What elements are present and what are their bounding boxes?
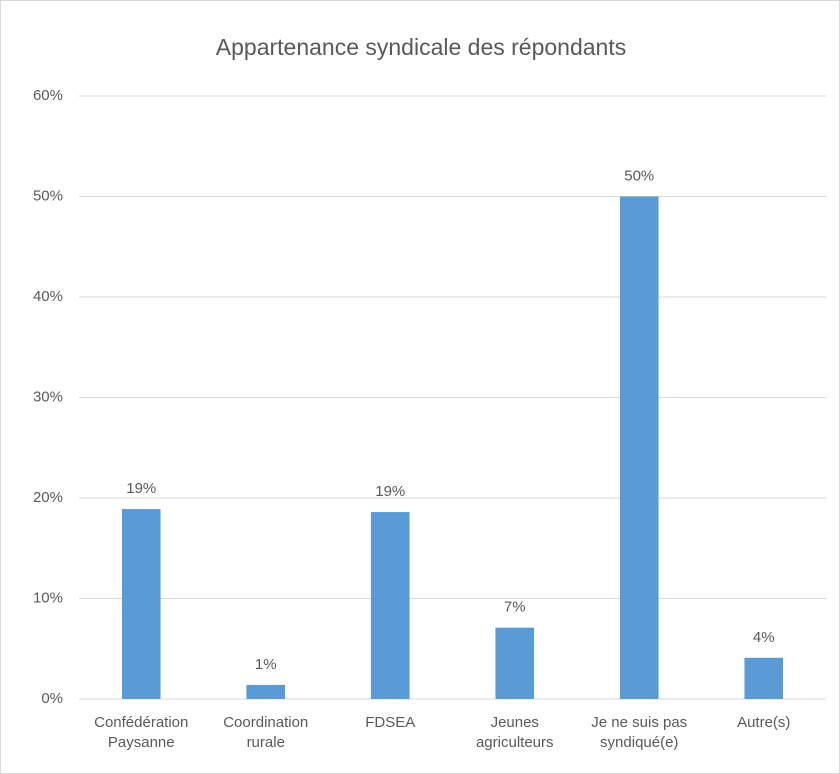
data-label: 4%	[753, 629, 775, 646]
bar	[744, 657, 784, 699]
y-tick-label: 50%	[33, 187, 63, 204]
x-tick-label: Autre(s)	[737, 714, 791, 731]
data-label: 7%	[504, 599, 526, 616]
bar	[619, 196, 659, 699]
y-tick-label: 20%	[33, 489, 63, 506]
x-tick-label: Confédération Paysanne	[94, 714, 189, 751]
y-tick-label: 0%	[41, 690, 63, 707]
x-tick-label: Jeunes agriculteurs	[475, 714, 554, 751]
x-tick-label: FDSEA	[365, 714, 416, 731]
bar	[121, 509, 161, 699]
data-label: 19%	[126, 480, 156, 497]
x-tick-label: Je ne suis pas syndiqué(e)	[591, 714, 688, 751]
bar	[370, 512, 410, 699]
data-label: 50%	[624, 167, 654, 184]
chart-title: Appartenance syndicale des répondants	[216, 34, 626, 60]
bar	[246, 684, 286, 699]
y-tick-label: 60%	[33, 87, 63, 104]
x-tick-label: Coordination rurale	[223, 714, 309, 751]
bar	[495, 627, 535, 699]
y-tick-label: 30%	[33, 388, 63, 405]
y-tick-label: 40%	[33, 288, 63, 305]
data-label: 19%	[375, 483, 405, 500]
y-tick-label: 10%	[33, 589, 63, 606]
data-label: 1%	[255, 656, 277, 673]
